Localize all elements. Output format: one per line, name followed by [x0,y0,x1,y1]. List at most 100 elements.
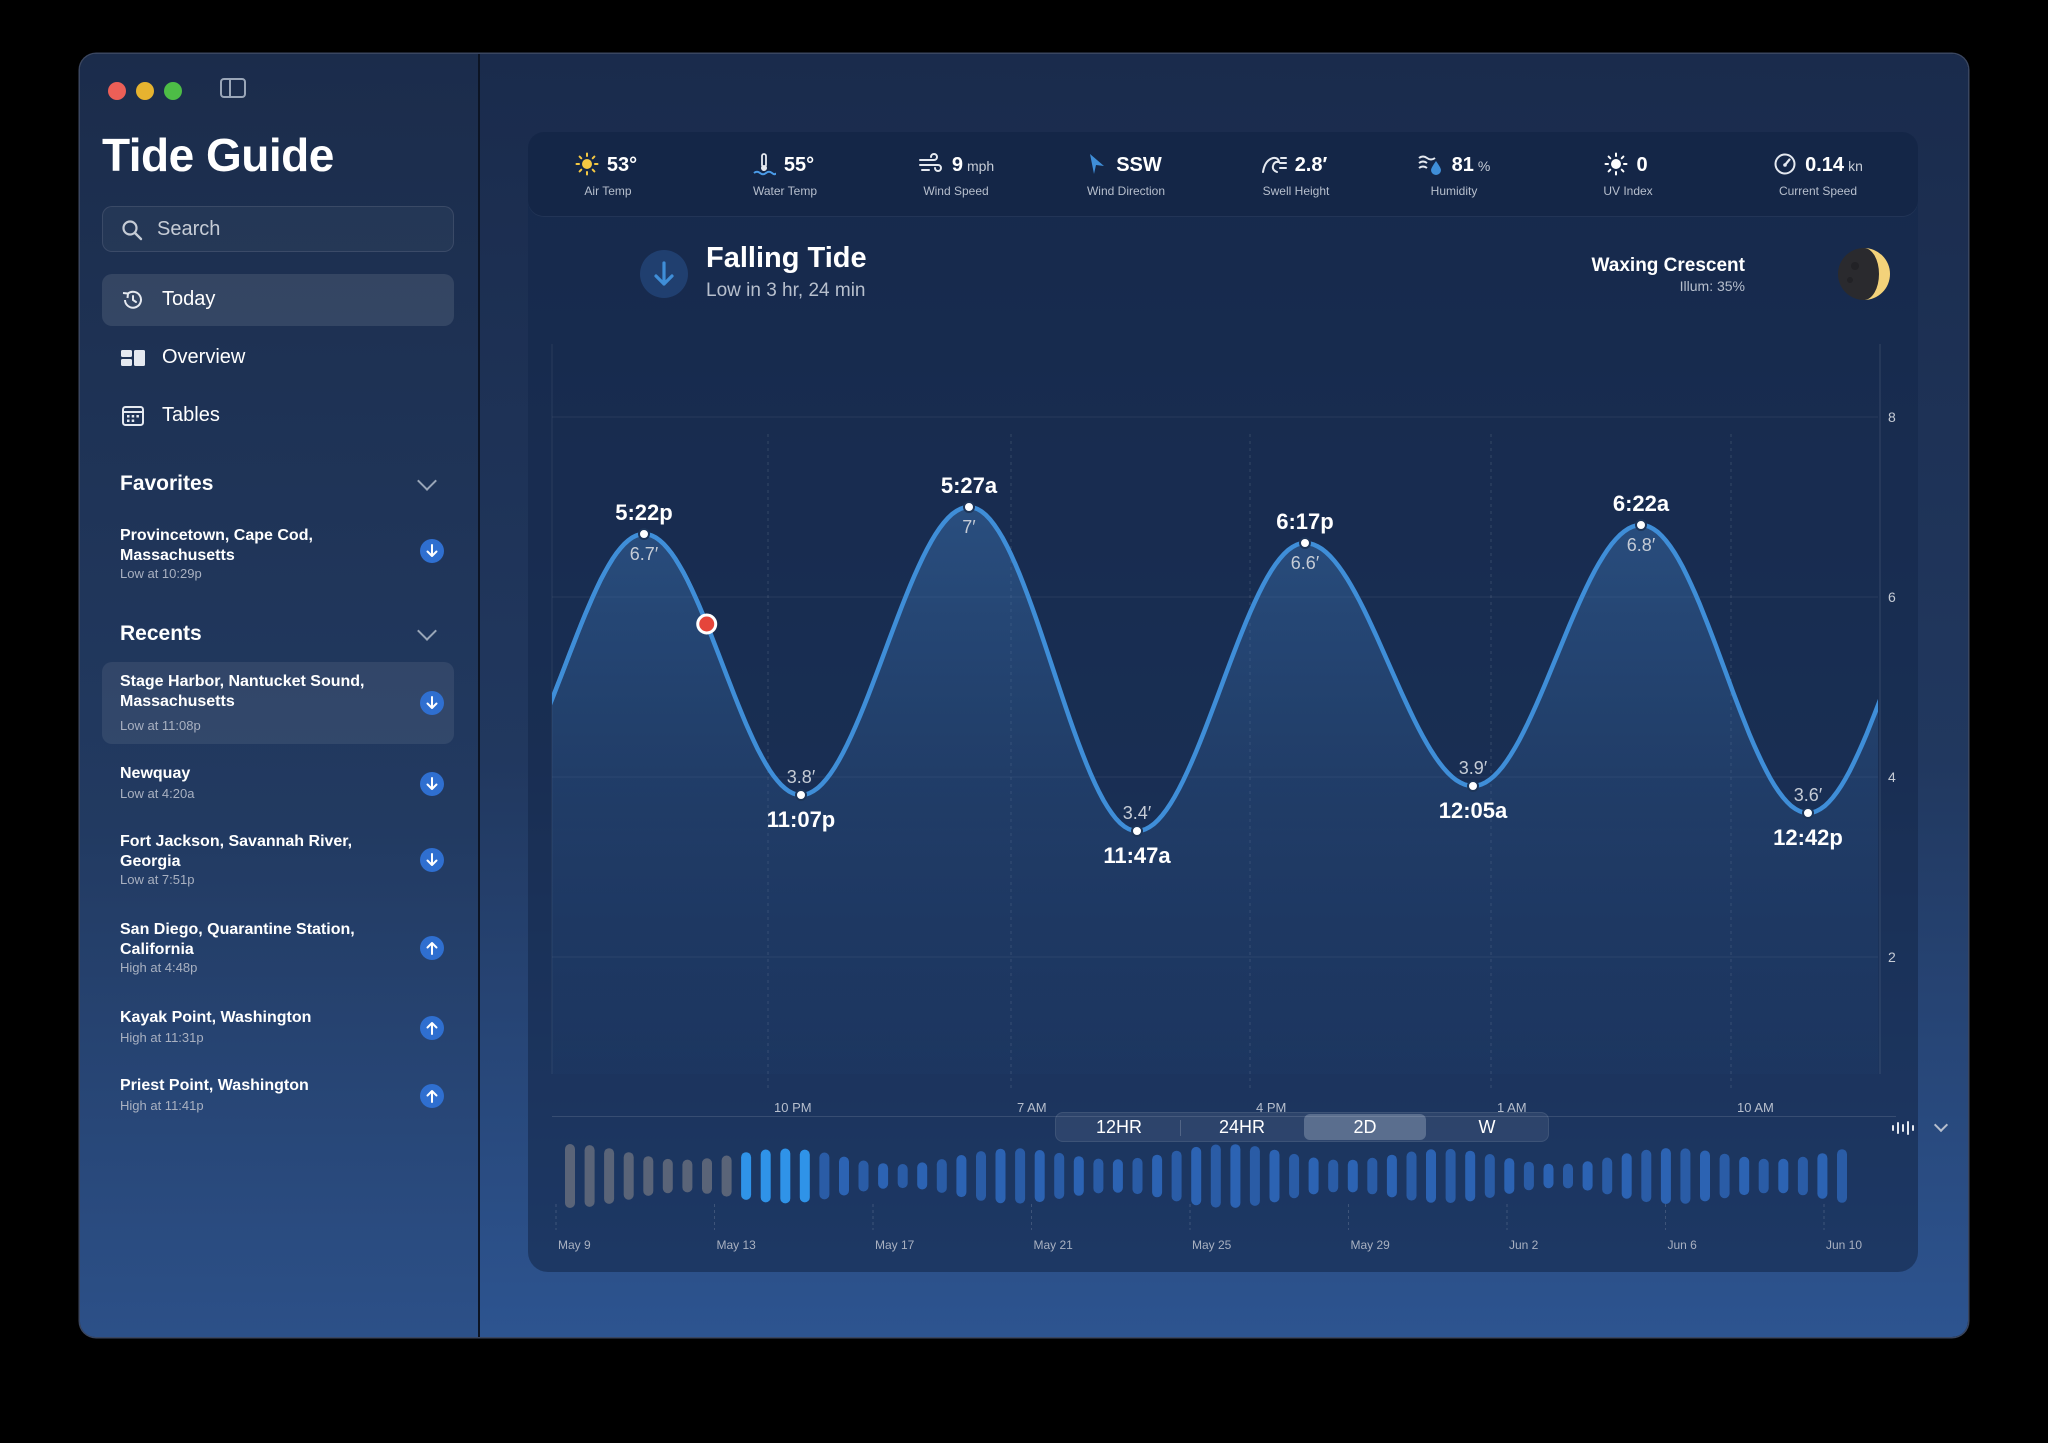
tide-time-label: 6:22a [1613,491,1670,516]
nav-item-tables[interactable]: Tables [102,390,454,442]
timeline-day-bar[interactable] [1093,1158,1104,1194]
timeline-day-bar[interactable] [1719,1153,1730,1199]
timeline-day-bar[interactable] [721,1155,732,1197]
nav-item-today[interactable]: Today [102,274,454,326]
current-time-marker[interactable] [696,613,718,635]
timeline-day-bar[interactable] [799,1149,810,1203]
low-tide-point[interactable] [1802,807,1814,819]
timeline-day-bar[interactable] [1406,1151,1417,1201]
timeline-day-bar[interactable] [1778,1158,1789,1194]
low-tide-point[interactable] [1131,825,1143,837]
high-tide-point[interactable] [963,501,975,513]
timeline-day-bar[interactable] [1680,1148,1691,1204]
timeline-day-bar[interactable] [819,1152,830,1200]
minimize-window-button[interactable] [136,82,154,100]
timeline-day-bar[interactable] [1837,1149,1847,1203]
recent-item[interactable]: Stage Harbor, Nantucket Sound, Massachus… [102,662,454,744]
timeline-day-bar[interactable] [1700,1150,1710,1202]
range-week-button[interactable]: W [1478,1117,1496,1137]
high-tide-point[interactable] [1635,519,1647,531]
metric-label: Water Temp [752,184,818,198]
timeline-day-bar[interactable] [1602,1157,1613,1195]
timeline-day-bar[interactable] [1817,1153,1828,1199]
timeline-day-bar[interactable] [1504,1158,1515,1194]
recent-item[interactable]: Kayak Point, Washington High at 11:31p [102,998,454,1050]
timeline-day-bar[interactable] [682,1159,693,1193]
low-tide-point[interactable] [795,789,807,801]
timeline-day-bar[interactable] [1563,1163,1573,1189]
timeline-day-bar[interactable] [1484,1154,1495,1198]
timeline-day-bar[interactable] [976,1151,986,1201]
timeline-day-bar[interactable] [1426,1149,1436,1203]
timeline-day-bar[interactable] [584,1145,595,1207]
recent-item[interactable]: Fort Jackson, Savannah River, Georgia Lo… [102,822,454,896]
timeline-day-bar[interactable] [995,1148,1006,1204]
timeline-day-bar[interactable] [1582,1161,1593,1191]
timeline-day-bar[interactable] [1249,1146,1260,1206]
nav-item-overview[interactable]: Overview [102,332,454,384]
timeline-day-bar[interactable] [702,1158,712,1194]
timeline-day-bar[interactable] [1015,1148,1026,1204]
timeline-day-bar[interactable] [839,1156,849,1196]
timeline-day-bar[interactable] [604,1148,615,1204]
high-tide-point[interactable] [1299,537,1311,549]
month-timeline[interactable]: May 9 May 13 May 17 May 21 May 25 May 29 Jun 2… [80,54,1968,1337]
recent-item[interactable]: San Diego, Quarantine Station, Californi… [102,910,454,984]
timeline-day-bar[interactable] [1445,1148,1456,1203]
timeline-day-bar[interactable] [1171,1150,1182,1202]
timeline-day-bar[interactable] [878,1163,889,1189]
range-12hr-button[interactable]: 12HR [1095,1117,1143,1137]
timeline-day-bar[interactable] [1465,1150,1476,1202]
timeline-day-bar[interactable] [1112,1159,1123,1193]
timeline-day-bar[interactable] [897,1164,908,1189]
timeline-day-bar[interactable] [1386,1154,1397,1198]
timeline-day-bar[interactable] [858,1160,869,1192]
timeline-day-bar[interactable] [917,1162,928,1190]
zoom-window-button[interactable] [164,82,182,100]
timeline-day-bar[interactable] [760,1149,771,1203]
timeline-day-bar[interactable] [1191,1146,1202,1206]
timeline-day-bar[interactable] [1054,1152,1065,1199]
timeline-day-bar[interactable] [1621,1153,1632,1199]
timeline-day-bar[interactable] [643,1156,654,1196]
timeline-day-bar[interactable] [956,1155,967,1198]
timeline-day-bar[interactable] [1308,1157,1319,1195]
timeline-day-bar[interactable] [1152,1154,1163,1198]
timeline-day-bar[interactable] [1758,1158,1769,1194]
range-2d-button[interactable]: 2D [1304,1114,1426,1140]
timeline-day-bar[interactable] [662,1158,673,1194]
timeline-day-bar[interactable] [1289,1153,1300,1199]
timeline-day-bar[interactable] [1660,1148,1671,1204]
timeline-day-bar[interactable] [1641,1149,1652,1203]
timeline-day-bar[interactable] [1328,1159,1339,1193]
favorite-item[interactable]: Provincetown, Cape Cod, Massachusetts Lo… [102,516,454,586]
recent-item[interactable]: Newquay Low at 4:20a [102,754,454,806]
timeline-day-bar[interactable] [1230,1144,1241,1208]
search-box[interactable] [102,206,454,252]
waveform-icon [1892,1121,1914,1135]
search-input[interactable] [155,207,439,251]
low-tide-point[interactable] [1467,780,1479,792]
timeline-day-bar[interactable] [1073,1156,1084,1196]
timeline-day-bar[interactable] [1269,1149,1280,1203]
timeline-day-bar[interactable] [1367,1157,1378,1195]
close-window-button[interactable] [108,82,126,100]
timeline-day-bar[interactable] [1543,1163,1554,1189]
timeline-day-bar[interactable] [1034,1150,1045,1203]
timeline-day-bar[interactable] [623,1152,634,1200]
sidebar-toggle-icon[interactable] [220,78,246,98]
range-24hr-button[interactable]: 24HR [1218,1117,1266,1137]
timeline-day-bar[interactable] [1132,1157,1143,1195]
timeline-day-bar[interactable] [1739,1156,1750,1196]
timeline-day-bar[interactable] [1797,1156,1808,1196]
recent-item[interactable]: Priest Point, Washington High at 11:41p [102,1066,454,1118]
timeline-day-bar[interactable] [1347,1159,1358,1193]
timeline-day-bar[interactable] [1523,1161,1534,1191]
timeline-day-bar[interactable] [936,1159,947,1193]
timeline-day-bar[interactable] [565,1144,575,1208]
timeline-day-bar[interactable] [1210,1144,1221,1208]
timeline-day-bar[interactable] [741,1152,752,1200]
tide-chart[interactable]: 2 4 6 8 10 PM 7 AM 4 PM 1 AM 10 AM 5:22p 6.7′ 11:07… [80,54,1968,1337]
timeline-day-bar[interactable] [780,1148,791,1204]
high-tide-point[interactable] [638,528,650,540]
